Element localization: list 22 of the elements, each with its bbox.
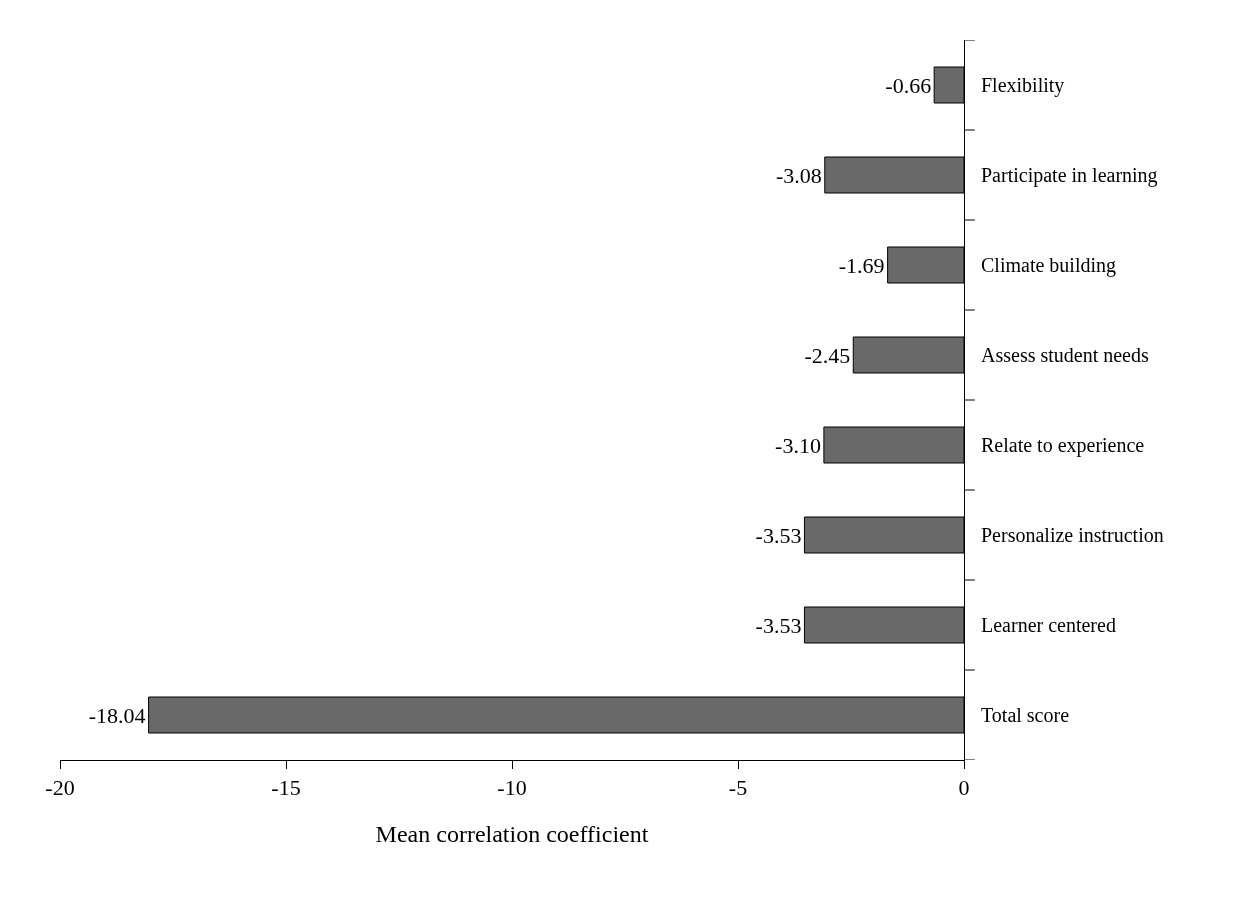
y-tick-label: Relate to experience bbox=[981, 434, 1145, 457]
y-tick-label: Personalize instruction bbox=[981, 524, 1164, 546]
data-label: -3.53 bbox=[755, 522, 802, 548]
x-tick-label: -5 bbox=[728, 775, 748, 801]
y-tick-label: Flexibility bbox=[981, 74, 1065, 97]
x-tick-label: 0 bbox=[958, 775, 970, 801]
x-axis-title: Mean correlation coefficient bbox=[375, 820, 649, 847]
data-label: -0.66 bbox=[885, 72, 932, 98]
y-tick-label: Assess student needs bbox=[981, 344, 1149, 366]
data-label: -2.45 bbox=[804, 342, 851, 368]
y-tick-label: Total score bbox=[981, 704, 1070, 726]
data-label: -18.04 bbox=[88, 702, 146, 728]
x-tick-label: -10 bbox=[497, 775, 527, 801]
x-tick-label: -20 bbox=[45, 775, 75, 801]
y-tick-label: Climate building bbox=[981, 254, 1116, 277]
x-tick-label: -15 bbox=[271, 775, 301, 801]
y-tick-label: Participate in learning bbox=[981, 164, 1158, 187]
data-label: -3.10 bbox=[775, 432, 821, 458]
data-label: -3.53 bbox=[755, 612, 802, 638]
data-label: -1.69 bbox=[838, 252, 885, 278]
data-label: -3.08 bbox=[775, 162, 822, 188]
y-tick-label: Learner centered bbox=[981, 614, 1116, 636]
